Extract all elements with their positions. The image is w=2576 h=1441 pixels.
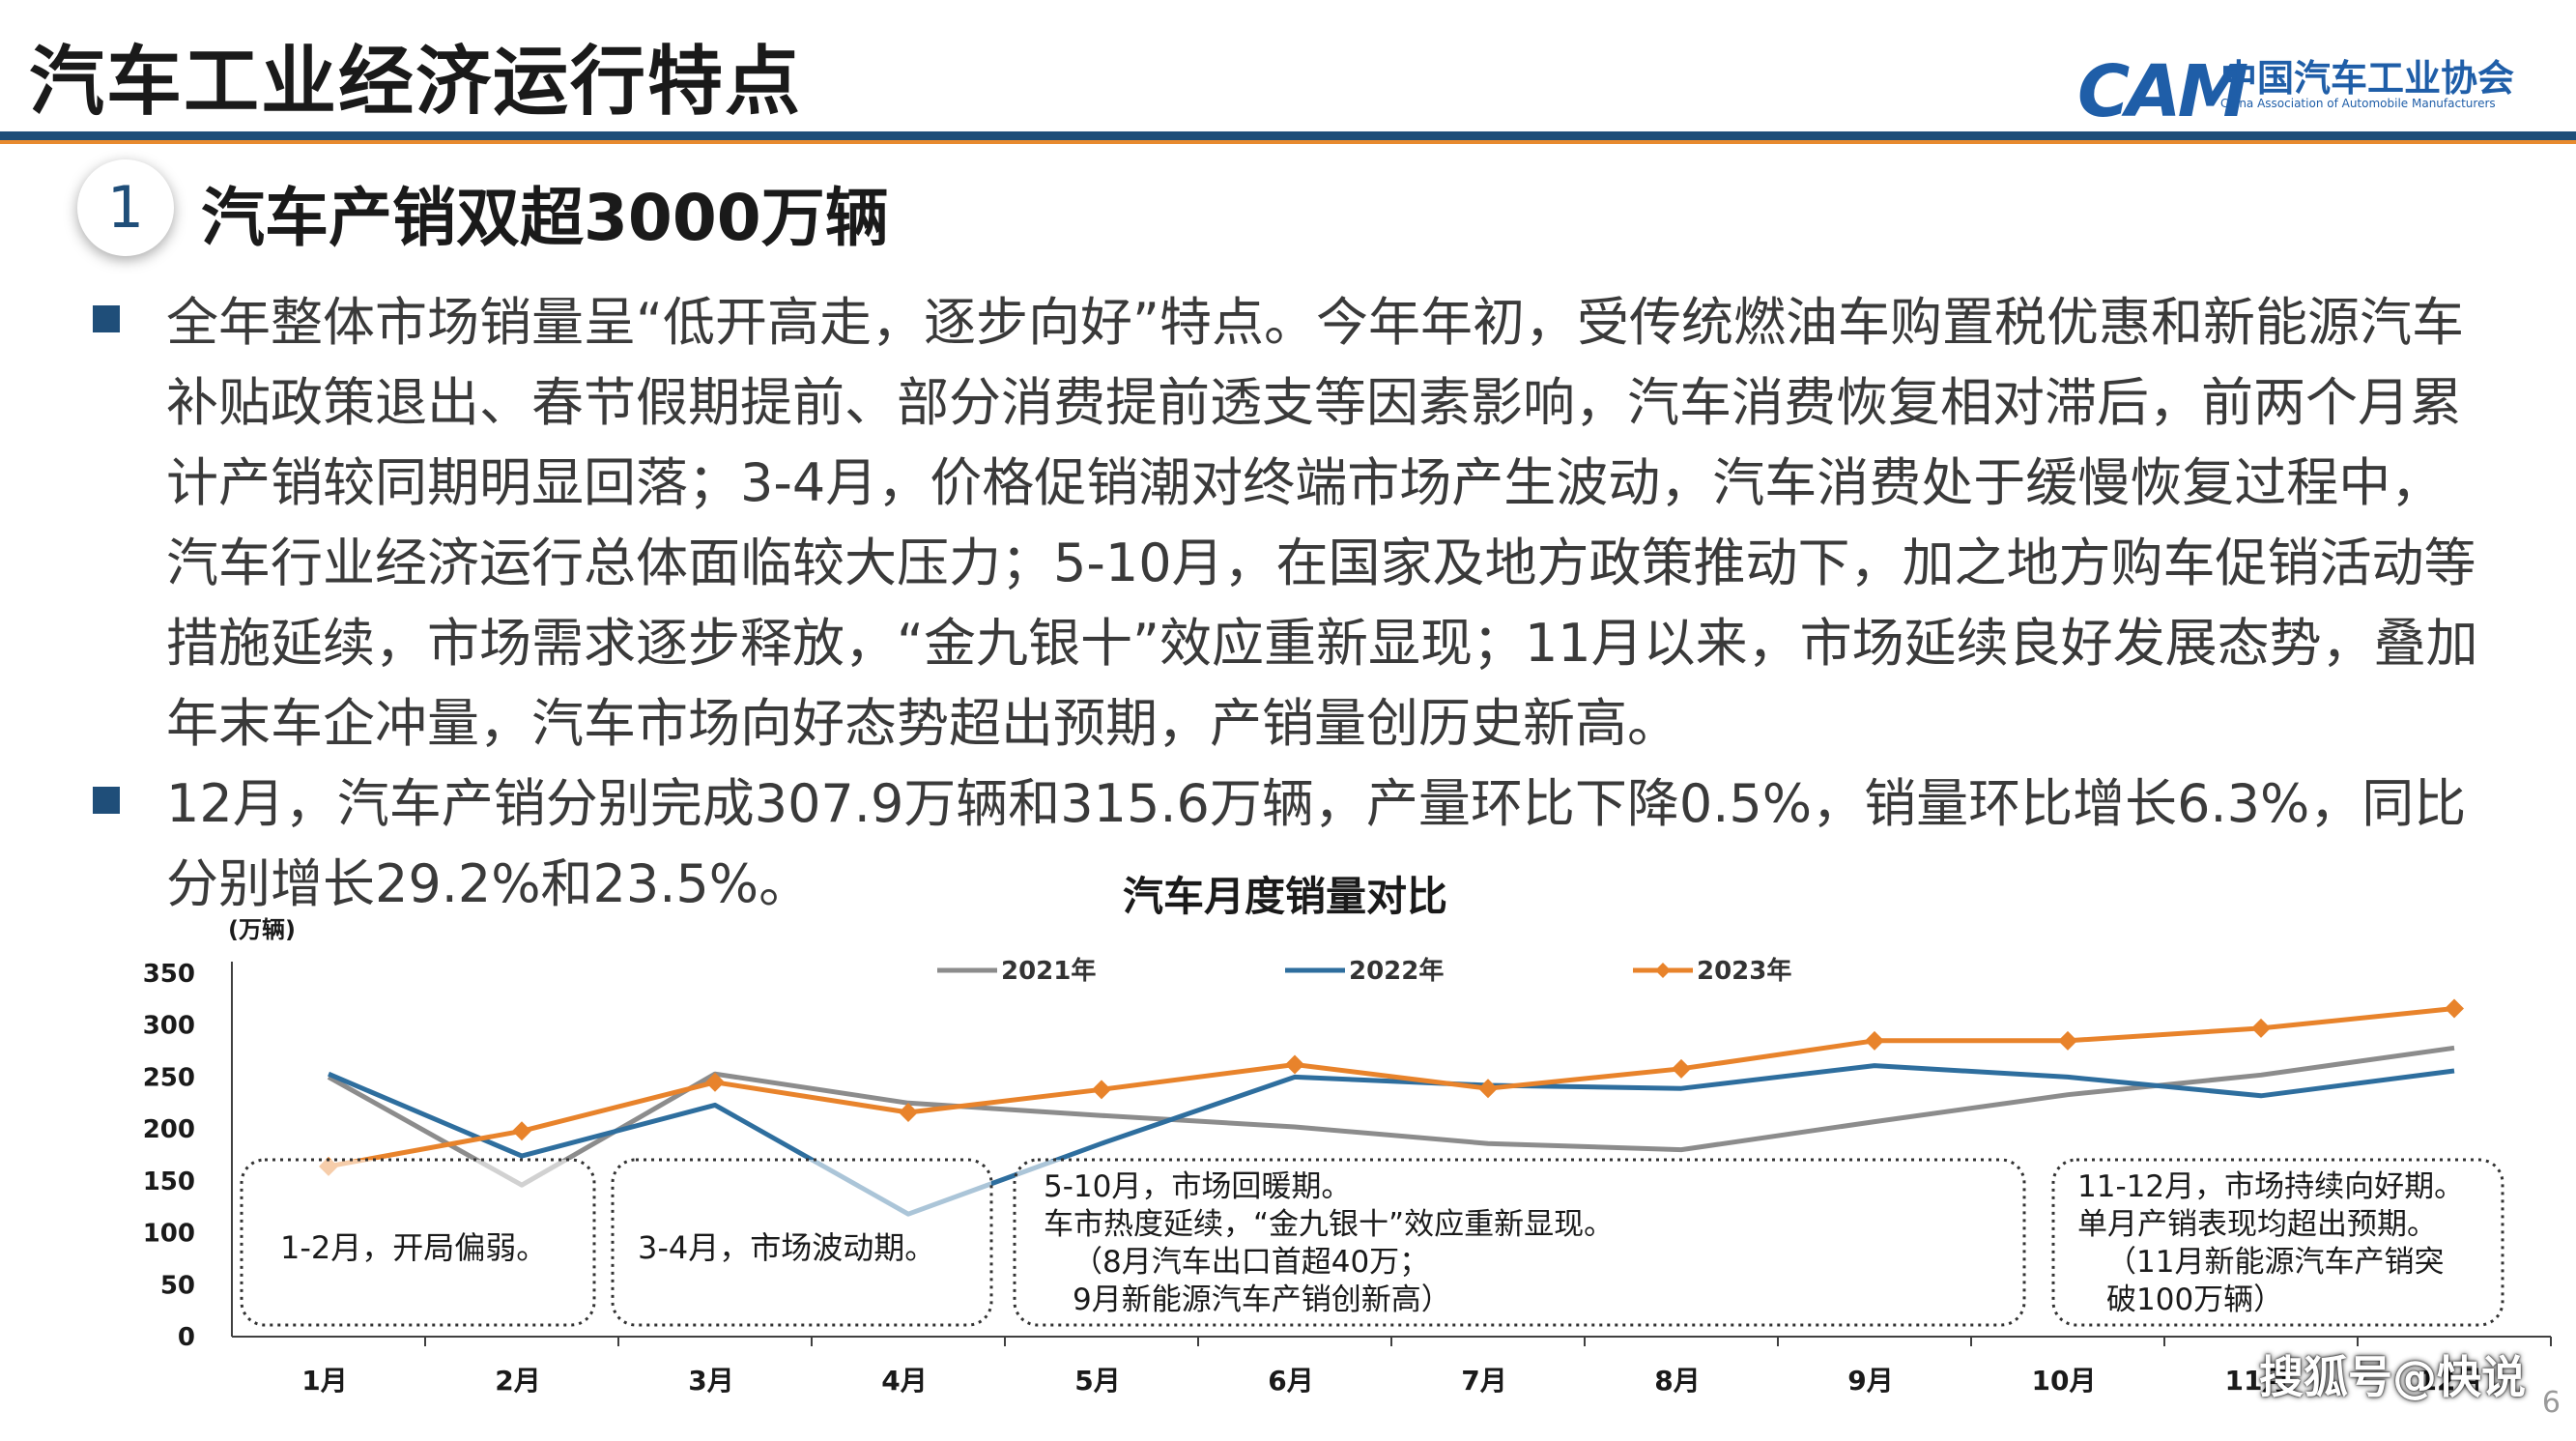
chart-title: 汽车月度销量对比 bbox=[1123, 873, 1447, 920]
annotation-text: （8月汽车出口首超40万； bbox=[1073, 1245, 1429, 1280]
series-line bbox=[328, 1063, 2455, 1217]
monthly-sales-chart: 汽车月度销量对比 (万辆) 0 50 100 150 200 250 300 350 1月 2月 3… bbox=[143, 873, 2552, 1397]
bullet-list: 全年整体市场销量呈“低开高走，逐步向好”特点。今年年初，受传统燃油车购置税优惠和… bbox=[93, 282, 2489, 924]
section-title: 汽车产销双超3000万辆 bbox=[201, 181, 889, 255]
annotation-text: 破100万辆） bbox=[2106, 1282, 2283, 1317]
annotation-text: 单月产销表现均超出预期。 bbox=[2077, 1207, 2437, 1242]
x-tick-label: 5月 bbox=[1074, 1365, 1120, 1397]
legend-marker bbox=[1655, 963, 1671, 978]
data-point-marker bbox=[899, 1102, 918, 1122]
y-tick-label: 300 bbox=[143, 1012, 195, 1041]
y-tick-label: 100 bbox=[143, 1220, 195, 1249]
logo-name-cn: 中国汽车工业协会 bbox=[2220, 57, 2515, 100]
source-watermark: 搜狐号@快说 bbox=[2259, 1351, 2526, 1403]
legend-label: 2021年 bbox=[1001, 956, 1096, 986]
data-point-marker bbox=[705, 1072, 725, 1092]
data-point-marker bbox=[1285, 1054, 1304, 1075]
annotation-text: 5-10月，市场回暖期。 bbox=[1044, 1169, 1351, 1204]
y-tick-label: 50 bbox=[160, 1271, 195, 1300]
legend-label: 2023年 bbox=[1697, 956, 1791, 986]
y-tick-label: 0 bbox=[178, 1323, 195, 1352]
x-tick-label: 3月 bbox=[688, 1365, 733, 1397]
logo-name-en: China Association of Automobile Manufact… bbox=[2220, 97, 2496, 110]
x-tick-label: 9月 bbox=[1847, 1365, 1893, 1397]
x-tick-label: 2月 bbox=[495, 1365, 540, 1397]
data-point-marker bbox=[512, 1121, 531, 1141]
data-point-marker bbox=[2058, 1030, 2077, 1051]
y-tick-label: 200 bbox=[143, 1115, 195, 1144]
y-tick-label: 250 bbox=[143, 1063, 195, 1092]
header-rule-accent bbox=[0, 140, 2576, 144]
page-number: 6 bbox=[2541, 1386, 2561, 1420]
bullet-text: 12月，汽车产销分别完成307.9万辆和315.6万辆，产量环比下降0.5%，销… bbox=[166, 773, 2467, 914]
bullet-item: 全年整体市场销量呈“低开高走，逐步向好”特点。今年年初，受传统燃油车购置税优惠和… bbox=[93, 282, 2489, 764]
annotation-box bbox=[611, 1158, 993, 1327]
annotation-text: 1-2月，开局偏弱。 bbox=[280, 1229, 547, 1266]
bullet-text: 全年整体市场销量呈“低开高走，逐步向好”特点。今年年初，受传统燃油车购置税优惠和… bbox=[166, 292, 2478, 754]
legend-label: 2022年 bbox=[1349, 956, 1444, 986]
bullet-item: 12月，汽车产销分别完成307.9万辆和315.6万辆，产量环比下降0.5%，销… bbox=[93, 764, 2489, 924]
x-tick-label: 10月 bbox=[2032, 1365, 2097, 1397]
x-tick-label: 11月 bbox=[2225, 1365, 2290, 1397]
logo: CAM 中国汽车工业协会 China Association of Automo… bbox=[2077, 44, 2515, 133]
bullet-square-icon bbox=[93, 305, 120, 332]
page-title: 汽车工业经济运行特点 bbox=[29, 39, 803, 126]
annotation-box bbox=[240, 1158, 596, 1327]
y-tick-label: 150 bbox=[143, 1167, 195, 1196]
x-tick-label: 7月 bbox=[1461, 1365, 1506, 1397]
x-tick-label: 4月 bbox=[881, 1365, 927, 1397]
annotation-text: 9月新能源汽车产销创新高） bbox=[1073, 1282, 1451, 1317]
section-number-badge: 1 bbox=[77, 159, 174, 256]
bullet-square-icon bbox=[93, 787, 120, 814]
series-line bbox=[328, 1006, 2455, 1169]
data-point-marker bbox=[2445, 998, 2464, 1019]
x-tick-label: 12月 bbox=[2419, 1365, 2483, 1397]
annotation-box bbox=[2051, 1158, 2504, 1327]
x-tick-label: 6月 bbox=[1268, 1365, 1313, 1397]
logo-mark: CAM bbox=[2077, 50, 2248, 133]
annotation-text: 车市热度延续，“金九银十”效应重新显现。 bbox=[1044, 1207, 1614, 1242]
annotation-text: 11-12月，市场持续向好期。 bbox=[2077, 1169, 2464, 1204]
data-point-marker bbox=[1478, 1079, 1498, 1099]
header-rule bbox=[0, 131, 2576, 140]
data-point-marker bbox=[1865, 1030, 1884, 1051]
x-tick-label: 1月 bbox=[301, 1365, 347, 1397]
y-tick-label: 350 bbox=[143, 960, 195, 989]
y-axis-unit: (万辆) bbox=[228, 916, 296, 943]
data-point-marker bbox=[2251, 1018, 2271, 1038]
x-tick-label: 8月 bbox=[1654, 1365, 1700, 1397]
data-point-marker bbox=[1672, 1058, 1691, 1079]
annotation-text: 3-4月，市场波动期。 bbox=[638, 1229, 935, 1266]
annotation-text: （11月新能源汽车产销突 bbox=[2106, 1245, 2444, 1280]
annotation-box bbox=[1013, 1158, 2026, 1327]
data-point-marker bbox=[1092, 1080, 1111, 1100]
